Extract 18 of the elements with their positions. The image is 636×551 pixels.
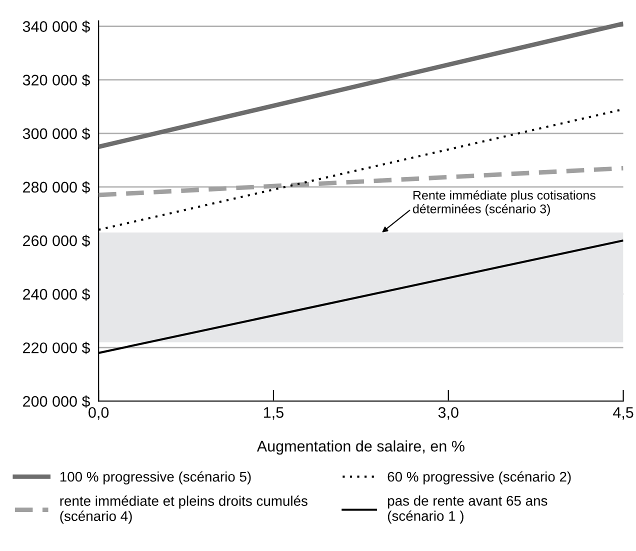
y-tick-label: 240 000 $ bbox=[23, 288, 90, 301]
legend-label: 100 % progressive (scénario 5) bbox=[60, 471, 251, 484]
legend-label: 60 % progressive (scénario 2) bbox=[388, 471, 571, 484]
x-tick-label: 4,5 bbox=[613, 407, 634, 420]
y-tick-label: 280 000 $ bbox=[23, 181, 90, 194]
y-tick-label: 220 000 $ bbox=[23, 342, 90, 354]
x-tick-label: 0,0 bbox=[88, 407, 109, 420]
legend-label: pas de rente avant 65 ans (scénario 1 ) bbox=[388, 496, 548, 524]
x-tick-label: 1,5 bbox=[264, 407, 284, 420]
annotation: Rente immédiate plus cotisations déterminées (scénario 3) bbox=[413, 190, 596, 216]
y-tick-label: 320 000 $ bbox=[22, 74, 90, 86]
x-tick-label: 3,0 bbox=[438, 407, 458, 420]
y-tick-label: 260 000 $ bbox=[23, 234, 90, 248]
y-tick-label: 200 000 $ bbox=[23, 395, 90, 408]
y-tick-label: 340 000 $ bbox=[22, 20, 90, 33]
y-tick-label: 300 000 $ bbox=[22, 128, 90, 140]
x-axis-title: Augmentation de salaire, en % bbox=[256, 440, 464, 455]
legend-label: rente immédiate et pleins droits cumulés (scénario 4) bbox=[60, 496, 308, 524]
